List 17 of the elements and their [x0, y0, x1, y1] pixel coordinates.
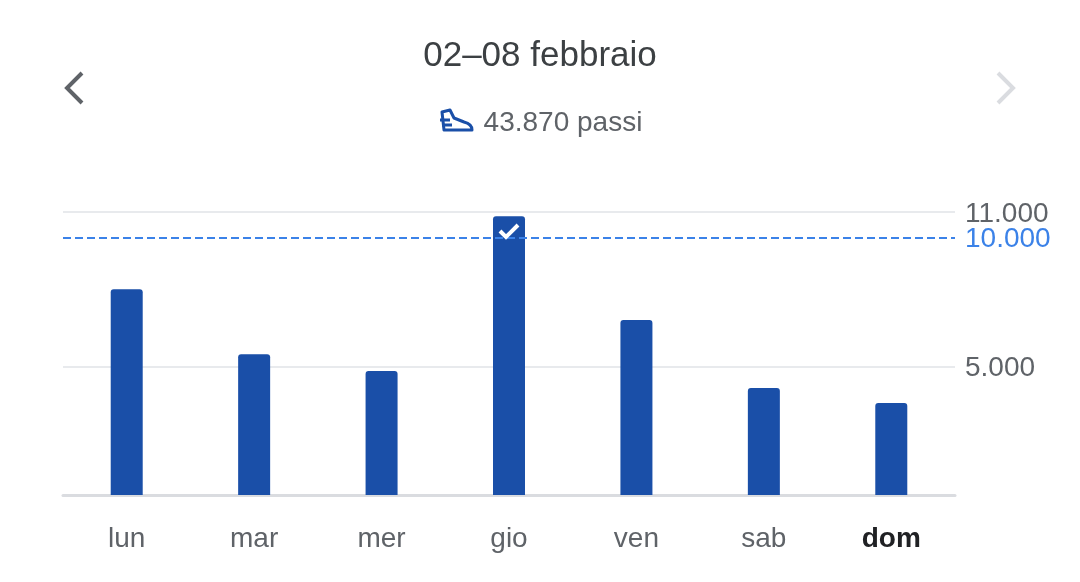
- x-tick-label: sab: [741, 521, 787, 553]
- bar: [110, 289, 143, 495]
- bar: [875, 402, 908, 495]
- bar: [493, 216, 525, 495]
- x-tick-label: gio: [490, 521, 528, 553]
- chart-subtitle: 43.870 passi: [483, 106, 643, 137]
- x-tick-label: mer: [357, 521, 406, 553]
- chart-title: 02–08 febbraio: [422, 34, 658, 74]
- bar: [747, 387, 780, 495]
- x-tick-label: mar: [230, 521, 279, 553]
- bar: [365, 370, 398, 495]
- x-tick-label: dom: [861, 521, 921, 553]
- x-tick-label: lun: [108, 521, 146, 553]
- x-tick-label: ven: [613, 521, 660, 553]
- y-tick-label: 5.000: [965, 350, 1036, 382]
- bar: [238, 354, 271, 495]
- bar: [620, 320, 653, 495]
